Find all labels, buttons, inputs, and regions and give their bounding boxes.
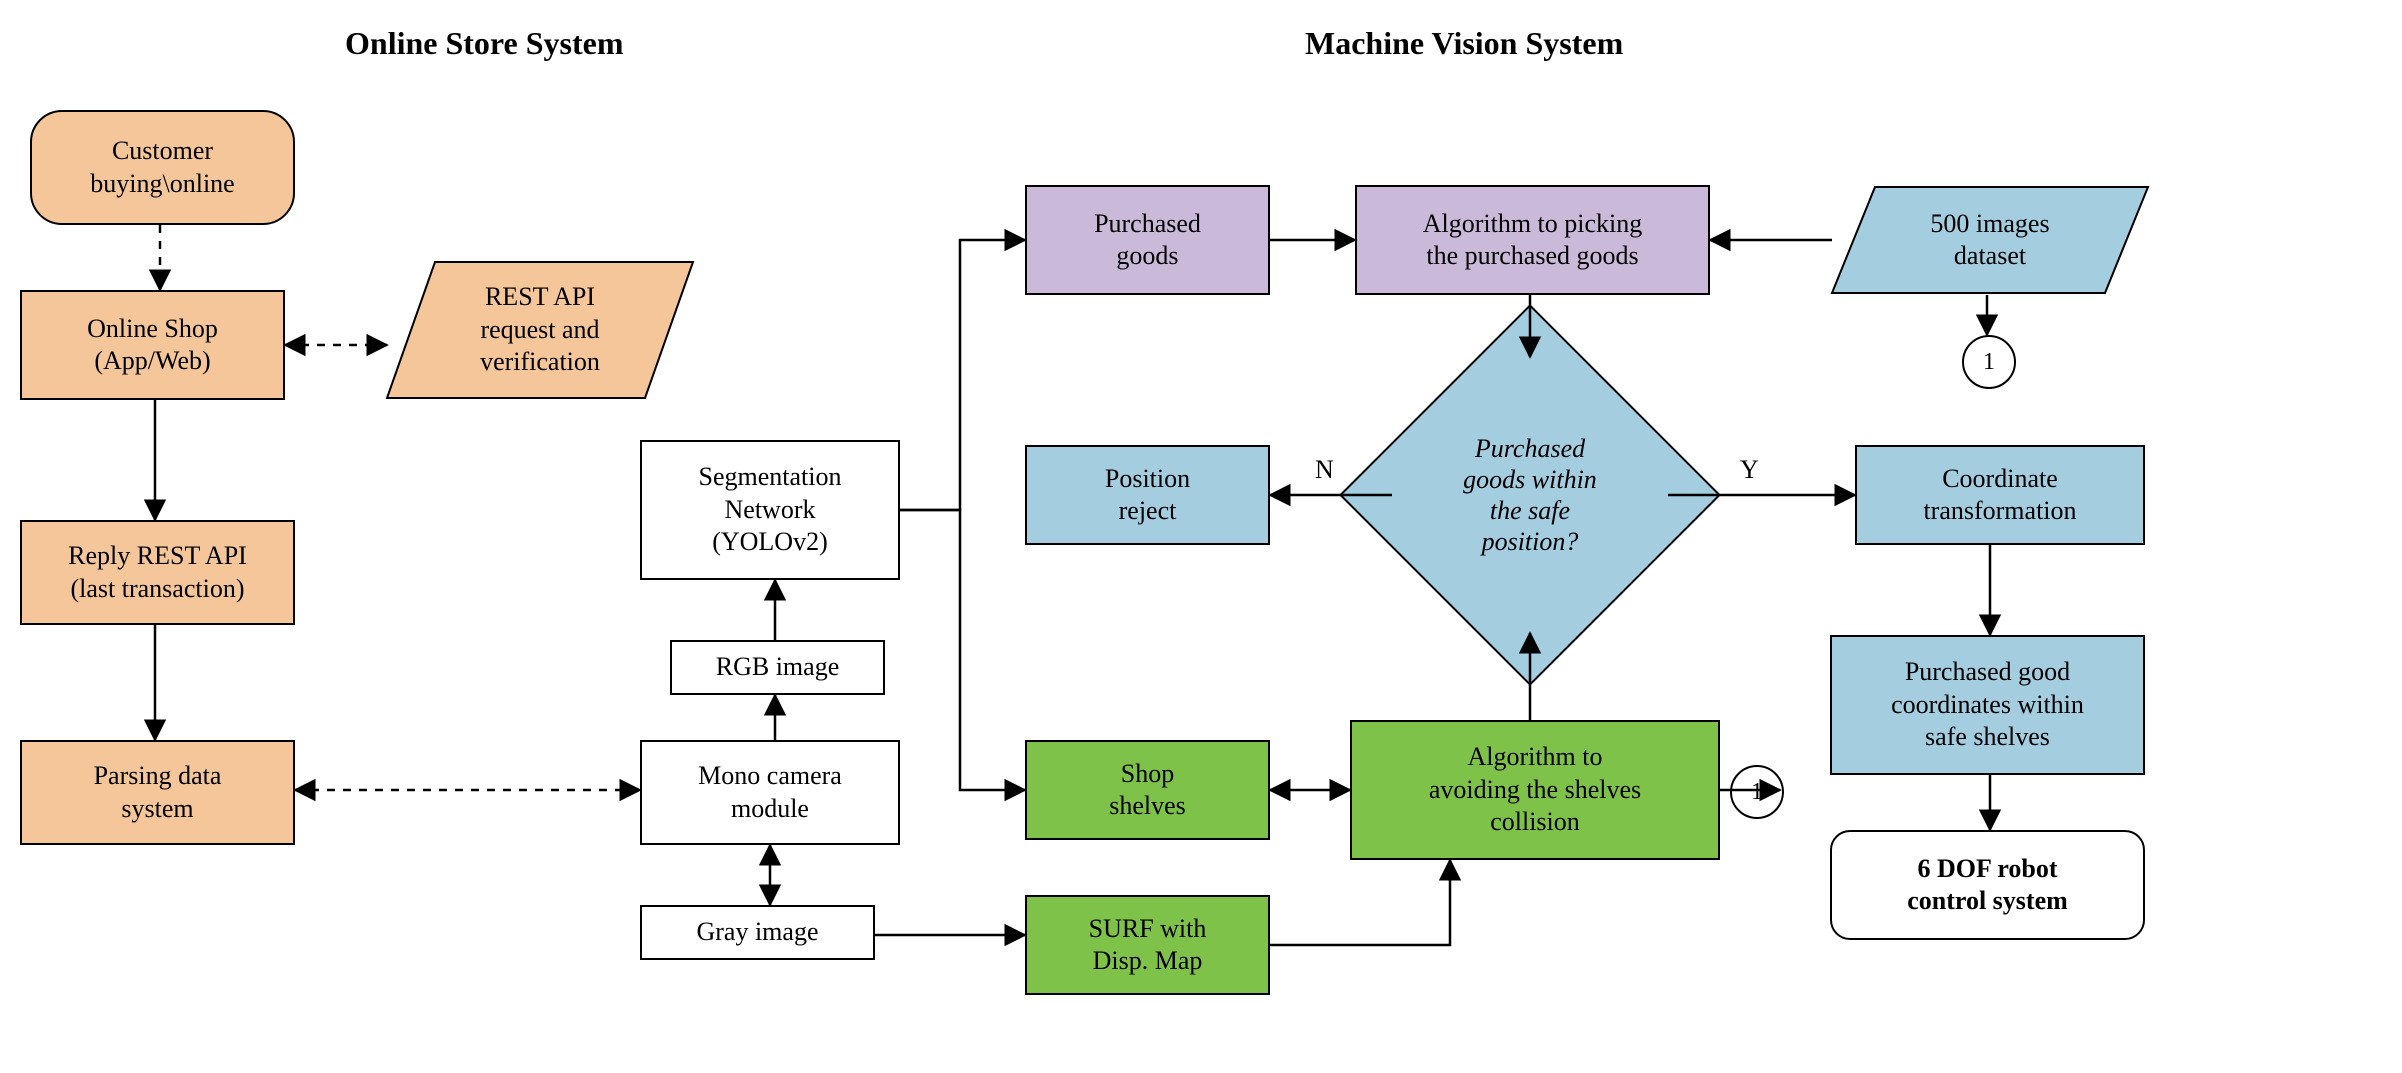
- node-online-shop: Online Shop(App/Web): [20, 290, 285, 400]
- node-coord: Coordinatetransformation: [1855, 445, 2145, 545]
- node-surf: SURF withDisp. Map: [1025, 895, 1270, 995]
- node-purchased: Purchasedgoods: [1025, 185, 1270, 295]
- node-reply-api: Reply REST API(last transaction): [20, 520, 295, 625]
- node-six-dof: 6 DOF robotcontrol system: [1830, 830, 2145, 940]
- edge-label-y: Y: [1740, 455, 1759, 485]
- node-parsing: Parsing datasystem: [20, 740, 295, 845]
- node-rgb: RGB image: [670, 640, 885, 695]
- node-connector-1b: 1: [1730, 765, 1784, 819]
- node-pick-algo: Algorithm to pickingthe purchased goods: [1355, 185, 1710, 295]
- title-left: Online Store System: [345, 25, 624, 62]
- node-dataset: 500 imagesdataset: [1830, 185, 2150, 295]
- node-pos-reject: Positionreject: [1025, 445, 1270, 545]
- node-seg-net: SegmentationNetwork(YOLOv2): [640, 440, 900, 580]
- node-safe-coords: Purchased goodcoordinates withinsafe she…: [1830, 635, 2145, 775]
- node-mono: Mono cameramodule: [640, 740, 900, 845]
- title-right: Machine Vision System: [1305, 25, 1623, 62]
- node-decision: Purchasedgoods withinthe safeposition?: [1395, 360, 1665, 630]
- diagram-canvas: Online Store System Machine Vision Syste…: [0, 0, 2402, 1073]
- node-connector-1a: 1: [1962, 335, 2016, 389]
- node-shelves: Shopshelves: [1025, 740, 1270, 840]
- node-rest-api: REST APIrequest andverification: [385, 260, 695, 400]
- node-customer: Customerbuying\online: [30, 110, 295, 225]
- node-avoid-algo: Algorithm toavoiding the shelvescollisio…: [1350, 720, 1720, 860]
- edge-label-n: N: [1315, 455, 1334, 485]
- node-gray: Gray image: [640, 905, 875, 960]
